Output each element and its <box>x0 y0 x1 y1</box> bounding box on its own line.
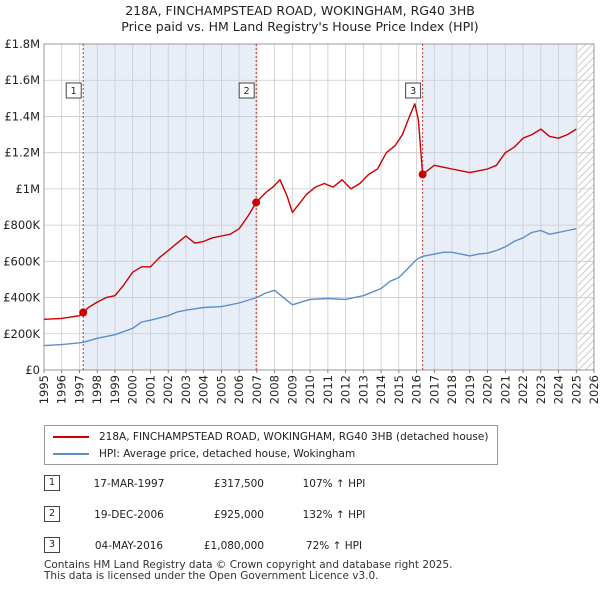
y-tick-label: £800K <box>3 218 40 232</box>
sale-number-box <box>65 82 82 99</box>
y-tick-label: £200K <box>3 327 40 341</box>
shaded-band <box>83 44 257 370</box>
legend-label-hpi: HPI: Average price, detached house, Woki… <box>99 448 356 460</box>
legend: 218A, FINCHAMPSTEAD ROAD, WOKINGHAM, RG4… <box>44 425 498 465</box>
sale-date: 04-MAY-2016 <box>94 540 164 552</box>
sale-number-box <box>238 82 255 99</box>
x-tick-label: 2019 <box>463 375 477 404</box>
x-tick-label: 1996 <box>55 375 69 404</box>
footer: Contains HM Land Registry data © Crown c… <box>44 560 452 582</box>
x-tick-label: 2011 <box>321 375 335 404</box>
sale-row: 1 17-MAR-1997 £317,500 107% ↑ HPI <box>44 475 444 493</box>
sale-number-badge: 3 <box>44 537 60 553</box>
sale-row: 2 19-DEC-2006 £925,000 132% ↑ HPI <box>44 506 444 524</box>
sale-number-badge: 1 <box>44 475 60 491</box>
x-tick-label: 2012 <box>339 375 353 404</box>
y-tick-label: £1M <box>15 182 40 196</box>
x-tick-label: 2026 <box>587 375 600 404</box>
y-tick-label: £400K <box>3 291 40 305</box>
sale-number-label: 2 <box>244 86 250 97</box>
sale-point <box>418 170 427 179</box>
sale-price: £317,500 <box>213 478 264 490</box>
sale-row: 3 04-MAY-2016 £1,080,000 72% ↑ HPI <box>44 537 444 555</box>
x-tick-label: 2004 <box>197 375 211 404</box>
x-tick-label: 2006 <box>232 375 246 404</box>
x-tick-label: 1995 <box>37 375 51 404</box>
y-tick-label: £600K <box>3 254 40 268</box>
legend-swatch-property <box>53 436 89 438</box>
x-tick-label: 2024 <box>552 375 566 404</box>
sale-hpi-change: 132% ↑ HPI <box>302 509 366 521</box>
chart-title-line2: Price paid vs. HM Land Registry's House … <box>121 19 479 34</box>
x-tick-label: 2009 <box>285 375 299 404</box>
y-tick-label: £1.8M <box>4 37 40 51</box>
price-chart: £0 £200K £400K £600K £800K £1M £1.2M £1.4M £1.6M… <box>3 37 600 404</box>
property-price-line <box>43 103 577 320</box>
x-tick-label: 2013 <box>356 375 370 404</box>
x-tick-label: 1999 <box>108 375 122 404</box>
x-tick-label: 2008 <box>268 375 282 404</box>
x-tick-label: 2023 <box>534 375 548 404</box>
y-tick-label: £1.6M <box>4 73 40 87</box>
sale-date: 19-DEC-2006 <box>94 509 164 521</box>
x-tick-label: 2000 <box>126 375 140 404</box>
legend-label-property: 218A, FINCHAMPSTEAD ROAD, WOKINGHAM, RG4… <box>99 431 489 443</box>
chart-title: 218A, FINCHAMPSTEAD ROAD, WOKINGHAM, RG4… <box>0 3 600 35</box>
chart-title-line1: 218A, FINCHAMPSTEAD ROAD, WOKINGHAM, RG4… <box>125 3 475 18</box>
x-tick-label: 2018 <box>445 375 459 404</box>
legend-swatch-hpi <box>53 453 89 455</box>
x-tick-label: 2007 <box>250 375 264 404</box>
x-tick-label: 2020 <box>481 375 495 404</box>
sale-number-box <box>405 82 422 99</box>
sale-hpi-change: 72% ↑ HPI <box>305 540 363 552</box>
x-tick-label: 2001 <box>143 375 157 404</box>
sale-hpi-change: 107% ↑ HPI <box>302 478 366 490</box>
sale-number-badge: 2 <box>44 506 60 522</box>
y-tick-label: £0 <box>25 363 40 377</box>
x-tick-label: 2005 <box>214 375 228 404</box>
sale-point <box>252 198 261 207</box>
sale-number-label: 3 <box>410 86 416 97</box>
sale-price: £925,000 <box>213 509 264 521</box>
x-tick-label: 2014 <box>374 375 388 404</box>
legend-item-property: 218A, FINCHAMPSTEAD ROAD, WOKINGHAM, RG4… <box>53 429 488 445</box>
x-tick-label: 2022 <box>516 375 530 404</box>
y-tick-label: £1.4M <box>4 109 40 123</box>
x-tick-label: 1997 <box>72 375 86 404</box>
hpi-line <box>43 228 577 347</box>
x-tick-label: 2016 <box>410 375 424 404</box>
sale-point <box>79 308 88 317</box>
x-tick-label: 2021 <box>498 375 512 404</box>
shaded-band <box>422 44 579 370</box>
footer-licence: This data is licensed under the Open Gov… <box>44 570 379 582</box>
sale-price: £1,080,000 <box>203 540 264 552</box>
legend-item-hpi: HPI: Average price, detached house, Woki… <box>53 446 355 462</box>
forecast-hatch <box>578 44 594 370</box>
x-tick-label: 1998 <box>90 375 104 404</box>
y-tick-label: £1.2M <box>4 146 40 160</box>
plot-border <box>43 43 595 371</box>
x-tick-label: 2017 <box>427 375 441 404</box>
x-tick-label: 2015 <box>392 375 406 404</box>
x-tick-label: 2010 <box>303 375 317 404</box>
x-tick-label: 2003 <box>179 375 193 404</box>
x-tick-label: 2025 <box>569 375 583 404</box>
sale-date: 17-MAR-1997 <box>93 478 165 490</box>
x-tick-label: 2002 <box>161 375 175 404</box>
footer-copyright: Contains HM Land Registry data © Crown c… <box>44 559 453 571</box>
sale-number-label: 1 <box>71 86 77 97</box>
